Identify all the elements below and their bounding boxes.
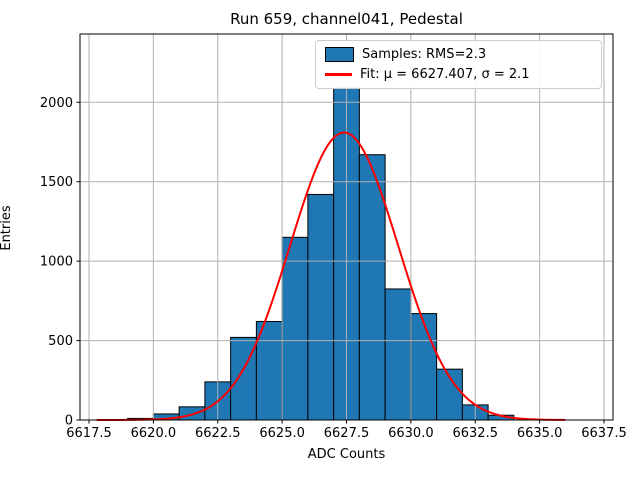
histogram-bar	[410, 313, 438, 421]
x-tick-label: 6630.0	[388, 426, 434, 441]
histogram-bar	[178, 406, 206, 421]
histogram-bar	[281, 236, 309, 421]
y-tick-label: 0	[65, 414, 73, 429]
x-tick-label: 6632.5	[452, 426, 498, 441]
x-tick-label: 6637.5	[581, 426, 627, 441]
x-tick-label: 6622.5	[195, 426, 241, 441]
x-tick-label: 6620.0	[131, 426, 177, 441]
histogram-bar	[384, 288, 412, 421]
gaussian-fit-curve	[96, 131, 566, 421]
histogram-bar	[307, 193, 335, 421]
y-axis-label: Entries	[0, 205, 14, 251]
x-tick-label: 6625.0	[259, 426, 305, 441]
legend-entry-samples: Samples: RMS=2.3	[325, 47, 592, 62]
legend-entry-fit: Fit: μ = 6627.407, σ = 2.1	[325, 67, 592, 82]
y-tick-label: 1500	[40, 175, 73, 190]
histogram-bar	[255, 321, 283, 421]
x-axis-label: ADC Counts	[307, 447, 386, 462]
fit-line-swatch-icon	[325, 73, 352, 76]
chart-title: Run 659, channel041, Pedestal	[230, 10, 463, 28]
legend-samples-label: Samples: RMS=2.3	[362, 47, 487, 62]
histogram-bar	[358, 154, 386, 421]
x-tick-label: 6617.5	[66, 426, 112, 441]
y-tick-label: 500	[48, 334, 73, 349]
y-tick-label: 2000	[40, 96, 73, 111]
x-tick-label: 6627.5	[324, 426, 370, 441]
legend-fit-label: Fit: μ = 6627.407, σ = 2.1	[360, 67, 530, 82]
legend: Samples: RMS=2.3 Fit: μ = 6627.407, σ = …	[315, 40, 602, 89]
y-tick-label: 1000	[40, 255, 73, 270]
histogram-swatch-icon	[325, 47, 354, 62]
x-tick-label: 6635.0	[517, 426, 563, 441]
